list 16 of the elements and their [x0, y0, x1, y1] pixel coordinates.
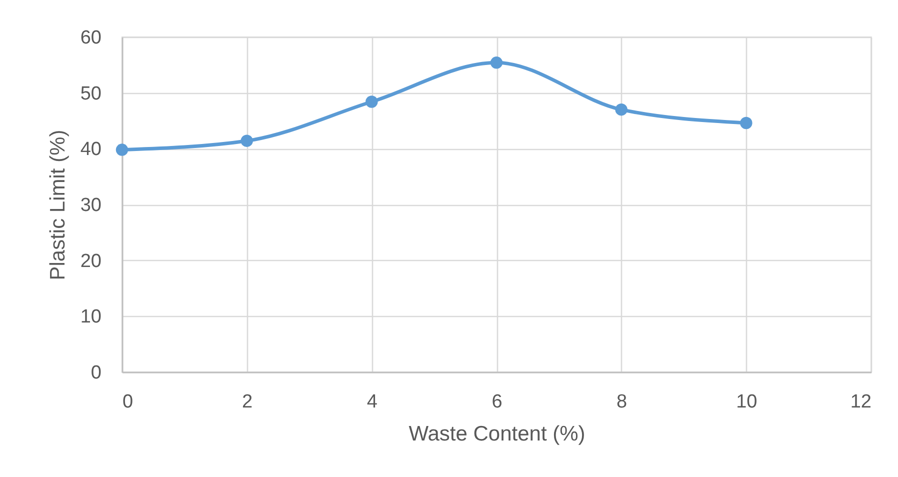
- y-tick-label: 40: [80, 139, 102, 160]
- y-tick-label: 0: [90, 362, 102, 384]
- y-axis-title: Plastic Limit (%): [46, 130, 70, 280]
- x-tick-label: 0: [122, 392, 134, 412]
- y-tick-label: 20: [80, 250, 102, 272]
- x-tick-label: 10: [736, 392, 758, 412]
- y-tick-label: 60: [80, 28, 102, 48]
- x-tick-label: 6: [492, 392, 502, 412]
- x-tick-label: 8: [616, 392, 628, 412]
- y-tick-label: 50: [80, 83, 102, 104]
- x-tick-label: 4: [366, 392, 378, 412]
- x-axis-title: Waste Content (%): [408, 422, 586, 446]
- y-tick-label: 10: [80, 306, 102, 328]
- x-tick-label: 2: [242, 392, 253, 412]
- y-tick-label: 30: [80, 195, 102, 216]
- x-tick-label: 12: [850, 392, 872, 412]
